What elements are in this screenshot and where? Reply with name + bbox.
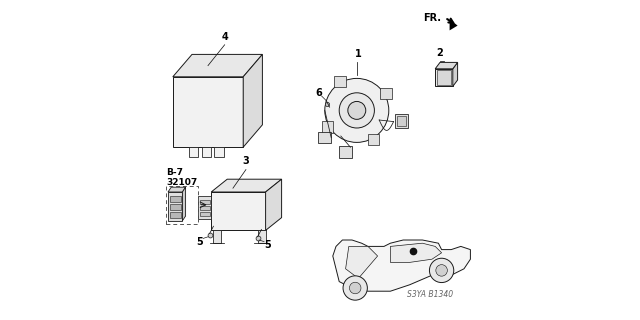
Circle shape (349, 282, 361, 294)
Text: B-7: B-7 (166, 168, 184, 177)
Polygon shape (214, 147, 224, 157)
Circle shape (339, 93, 374, 128)
Polygon shape (200, 212, 210, 216)
Polygon shape (453, 62, 458, 86)
Polygon shape (168, 192, 182, 221)
Circle shape (343, 276, 367, 300)
Text: 4: 4 (221, 32, 228, 42)
Polygon shape (339, 146, 352, 158)
Polygon shape (266, 179, 282, 230)
Polygon shape (212, 230, 221, 243)
Circle shape (436, 265, 447, 276)
Polygon shape (450, 19, 458, 30)
Circle shape (429, 258, 454, 283)
Text: 5: 5 (196, 236, 204, 247)
Polygon shape (173, 77, 243, 147)
Text: 6: 6 (315, 88, 322, 98)
Polygon shape (243, 54, 262, 147)
Text: 1: 1 (355, 49, 362, 59)
Text: S3YA B1340: S3YA B1340 (407, 290, 454, 299)
Polygon shape (346, 246, 378, 278)
Polygon shape (170, 204, 181, 210)
Polygon shape (211, 179, 282, 192)
Polygon shape (319, 132, 332, 143)
Polygon shape (334, 76, 346, 87)
Polygon shape (258, 230, 266, 243)
Polygon shape (200, 206, 210, 210)
Polygon shape (390, 243, 442, 262)
Polygon shape (437, 70, 451, 85)
Polygon shape (173, 54, 262, 77)
Text: 3: 3 (243, 156, 250, 166)
Text: FR.: FR. (424, 12, 442, 23)
Text: 5: 5 (264, 240, 271, 250)
Circle shape (348, 101, 366, 119)
Polygon shape (435, 69, 453, 86)
Polygon shape (170, 212, 181, 218)
Polygon shape (200, 200, 210, 204)
Polygon shape (182, 187, 186, 221)
Polygon shape (333, 240, 470, 291)
Polygon shape (189, 147, 198, 157)
Circle shape (325, 78, 389, 142)
Polygon shape (170, 196, 181, 202)
Text: 32107: 32107 (166, 178, 198, 187)
Polygon shape (397, 116, 406, 126)
Polygon shape (211, 192, 266, 230)
Polygon shape (380, 88, 392, 99)
Text: 2: 2 (436, 48, 444, 58)
Polygon shape (396, 114, 408, 128)
Polygon shape (322, 121, 333, 133)
Polygon shape (368, 134, 380, 145)
Bar (166, 186, 198, 224)
Polygon shape (202, 147, 211, 157)
Polygon shape (168, 187, 186, 192)
Polygon shape (435, 62, 458, 69)
Polygon shape (198, 196, 211, 219)
